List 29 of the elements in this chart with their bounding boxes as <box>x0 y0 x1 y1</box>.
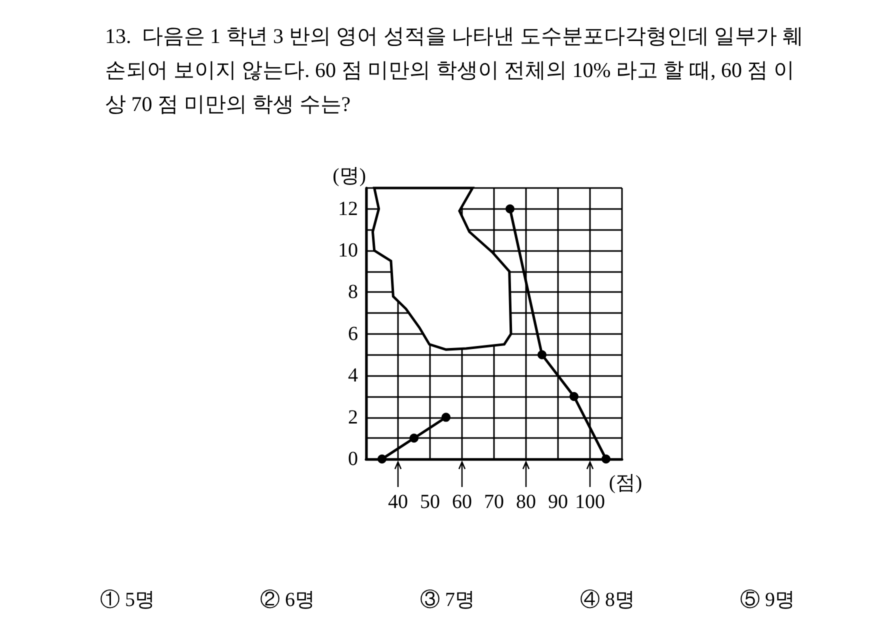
point <box>410 434 418 443</box>
chart-title: 13. 다음은 1 학년 3 반의 영어 성적을 나타낸 도수분포다각형인데 일부가 훼손되어 보이지 않는다. 60 점 미만의 학생이 전체의 10% 라고 할 때, 60 점 이상 70 점 미만의 학생 수는? <box>105 24 804 116</box>
point <box>538 350 546 360</box>
point <box>442 412 450 422</box>
text: ③ 7명 <box>420 589 475 611</box>
y-tick-label: 10 <box>338 240 358 262</box>
x-tick-label: 60 <box>452 491 472 513</box>
y-tick-label: 4 <box>348 364 358 387</box>
y-axis-title: (명) <box>332 165 366 187</box>
y-tick-label: 8 <box>348 281 358 304</box>
point <box>506 204 514 214</box>
x-tick-label: 40 <box>388 491 408 513</box>
text: ④ 8명 <box>580 589 635 611</box>
y-tick-label: 0 <box>348 448 358 470</box>
point <box>378 454 386 464</box>
text: ① 5명 <box>100 589 155 611</box>
x-tick-label: 70 <box>484 491 504 513</box>
y-tick-label: 12 <box>338 198 358 220</box>
x-tick-label: 80 <box>516 491 536 513</box>
text: ② 6명 <box>260 589 315 611</box>
y-tick-label: 6 <box>348 322 358 345</box>
x-tick-label: 90 <box>548 491 568 513</box>
x-axis-title: (점) <box>608 472 642 494</box>
x-tick-label: 50 <box>420 491 440 513</box>
x-tick-label: 100 <box>575 491 605 513</box>
text: ⑤ 9명 <box>740 589 795 611</box>
point <box>570 392 578 401</box>
y-tick-label: 2 <box>348 406 358 428</box>
point <box>602 454 610 464</box>
